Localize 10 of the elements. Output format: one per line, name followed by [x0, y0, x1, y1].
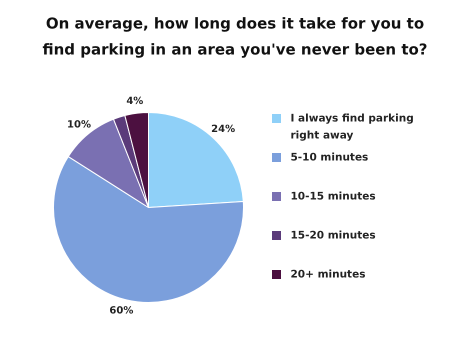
chart-title: On average, how long does it take for you to find parking in an area you've never been to? [42, 14, 428, 59]
legend-label: I always find parking right away [290, 112, 414, 142]
legend-label: 20+ minutes [290, 268, 366, 280]
data-label: 4% [126, 96, 144, 107]
data-label: 60% [109, 306, 134, 317]
legend-label: 10-15 minutes [290, 190, 376, 202]
data-label: 24% [211, 124, 236, 135]
legend-label: 5-10 minutes [290, 152, 368, 164]
legend-label: 15-20 minutes [290, 230, 376, 242]
data-label: 10% [67, 120, 91, 131]
